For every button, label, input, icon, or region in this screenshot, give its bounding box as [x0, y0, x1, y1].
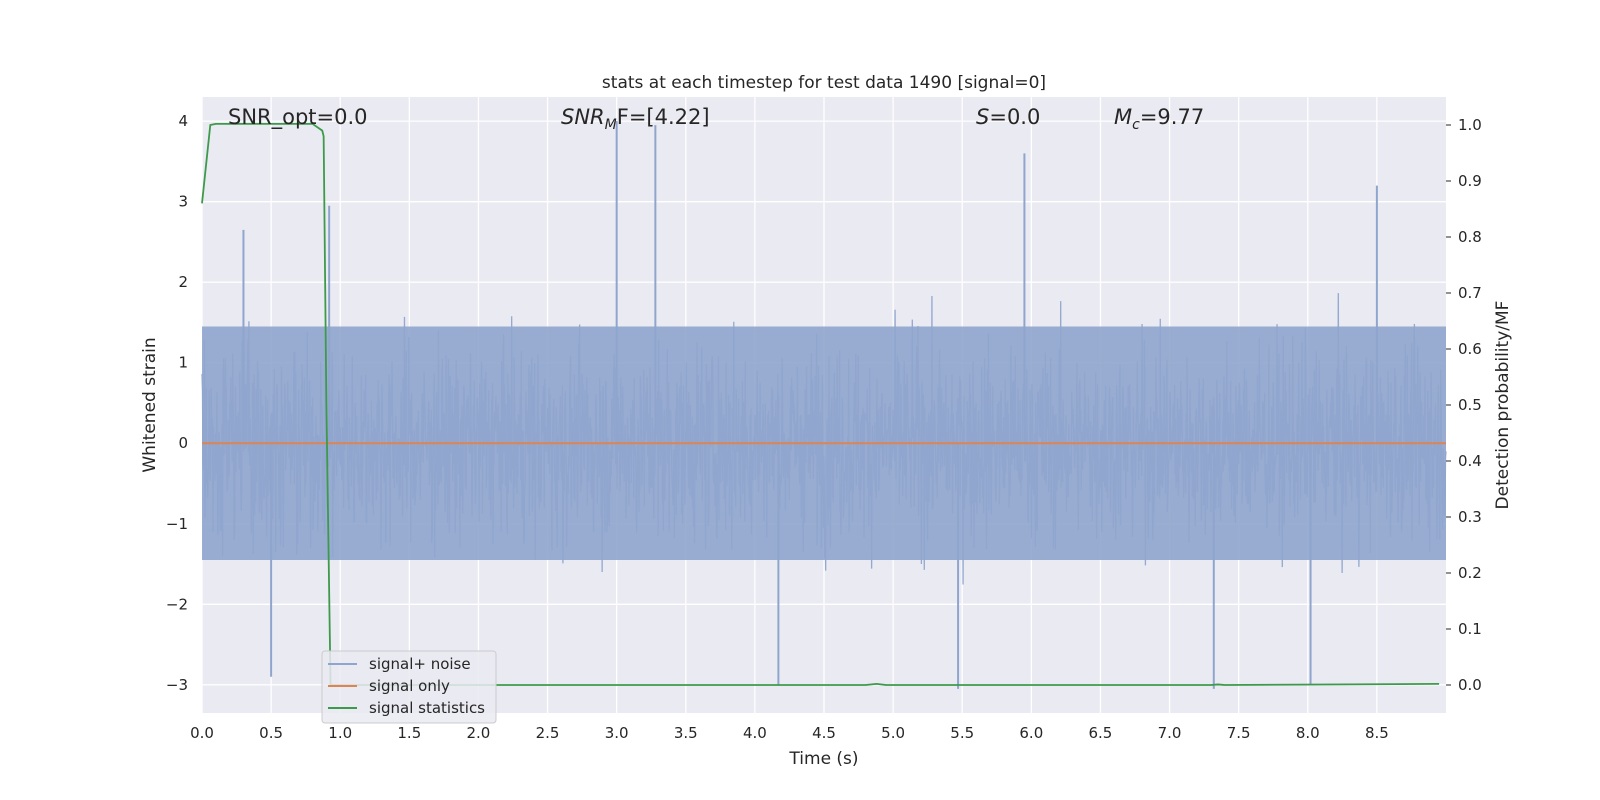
y-left-tick-label: 3 [178, 193, 188, 211]
x-tick-label: 2.0 [467, 724, 491, 742]
x-tick-label: 3.0 [605, 724, 629, 742]
x-tick-label: 6.5 [1089, 724, 1113, 742]
x-tick-label: 6.0 [1019, 724, 1043, 742]
y-right-tick-labels: 1.0 0.9 0.8 0.7 0.6 0.5 0.4 0.3 0.2 0.1 0.0 [1446, 116, 1482, 694]
annotation-snr-mf: SNRMF=[4.22] [561, 105, 710, 133]
x-tick-label: 8.0 [1296, 724, 1320, 742]
y-right-tick-label: 0.9 [1458, 172, 1482, 190]
y-left-axis-label: Whitened strain [140, 337, 160, 472]
x-tick-label: 7.0 [1158, 724, 1182, 742]
y-left-tick-label: 1 [178, 354, 188, 372]
y-right-tick-label: 0.6 [1458, 340, 1482, 358]
x-tick-label: 5.5 [950, 724, 974, 742]
legend-label-signal-noise: signal+ noise [369, 655, 471, 673]
y-left-tick-label: 0 [178, 434, 188, 452]
annotation-s: S=0.0 [976, 105, 1040, 129]
y-right-tick-label: 0.3 [1458, 508, 1482, 526]
x-tick-label: 3.5 [674, 724, 698, 742]
x-tick-label: 2.5 [536, 724, 560, 742]
y-right-tick-label: 0.4 [1458, 452, 1482, 470]
chart-title: stats at each timestep for test data 149… [602, 73, 1046, 93]
y-left-tick-label: −1 [166, 515, 188, 533]
y-right-axis-label: Detection probability/MF [1493, 301, 1513, 510]
x-tick-labels: 0.0 0.5 1.0 1.5 2.0 2.5 3.0 3.5 4.0 4.5 5.0 5.5 6.0 6… [190, 724, 1389, 742]
x-tick-label: 0.5 [259, 724, 283, 742]
x-tick-label: 1.0 [328, 724, 352, 742]
y-right-tick-label: 0.0 [1458, 676, 1482, 694]
y-right-tick-label: 1.0 [1458, 116, 1482, 134]
x-tick-label: 0.0 [190, 724, 214, 742]
x-axis-label: Time (s) [788, 749, 858, 769]
y-right-tick-label: 0.1 [1458, 620, 1482, 638]
x-tick-label: 4.5 [812, 724, 836, 742]
x-tick-label: 1.5 [397, 724, 421, 742]
series-signal-statistics [201, 122, 1440, 686]
y-left-tick-label: 2 [178, 273, 188, 291]
y-left-tick-label: −2 [166, 595, 188, 613]
x-tick-label: 5.0 [881, 724, 905, 742]
annotation-mc: Mc=9.77 [1114, 105, 1204, 133]
y-right-tick-label: 0.7 [1458, 284, 1482, 302]
x-tick-label: 4.0 [743, 724, 767, 742]
legend-label-signal-statistics: signal statistics [369, 699, 485, 717]
y-right-tick-label: 0.2 [1458, 564, 1482, 582]
y-left-tick-label: 4 [178, 112, 188, 130]
legend-box [321, 650, 497, 724]
annotation-snr-opt: SNR_opt=0.0 [228, 105, 368, 130]
x-tick-label: 8.5 [1365, 724, 1389, 742]
y-right-tick-label: 0.5 [1458, 396, 1482, 414]
legend-label-signal-only: signal only [369, 677, 450, 695]
legend: signal+ noise signal only signal statist… [321, 650, 497, 724]
y-right-tick-label: 0.8 [1458, 228, 1482, 246]
y-left-tick-label: −3 [166, 676, 188, 694]
y-left-tick-labels: 4 3 2 1 0 −1 −2 −3 [166, 112, 188, 694]
x-tick-label: 7.5 [1227, 724, 1251, 742]
